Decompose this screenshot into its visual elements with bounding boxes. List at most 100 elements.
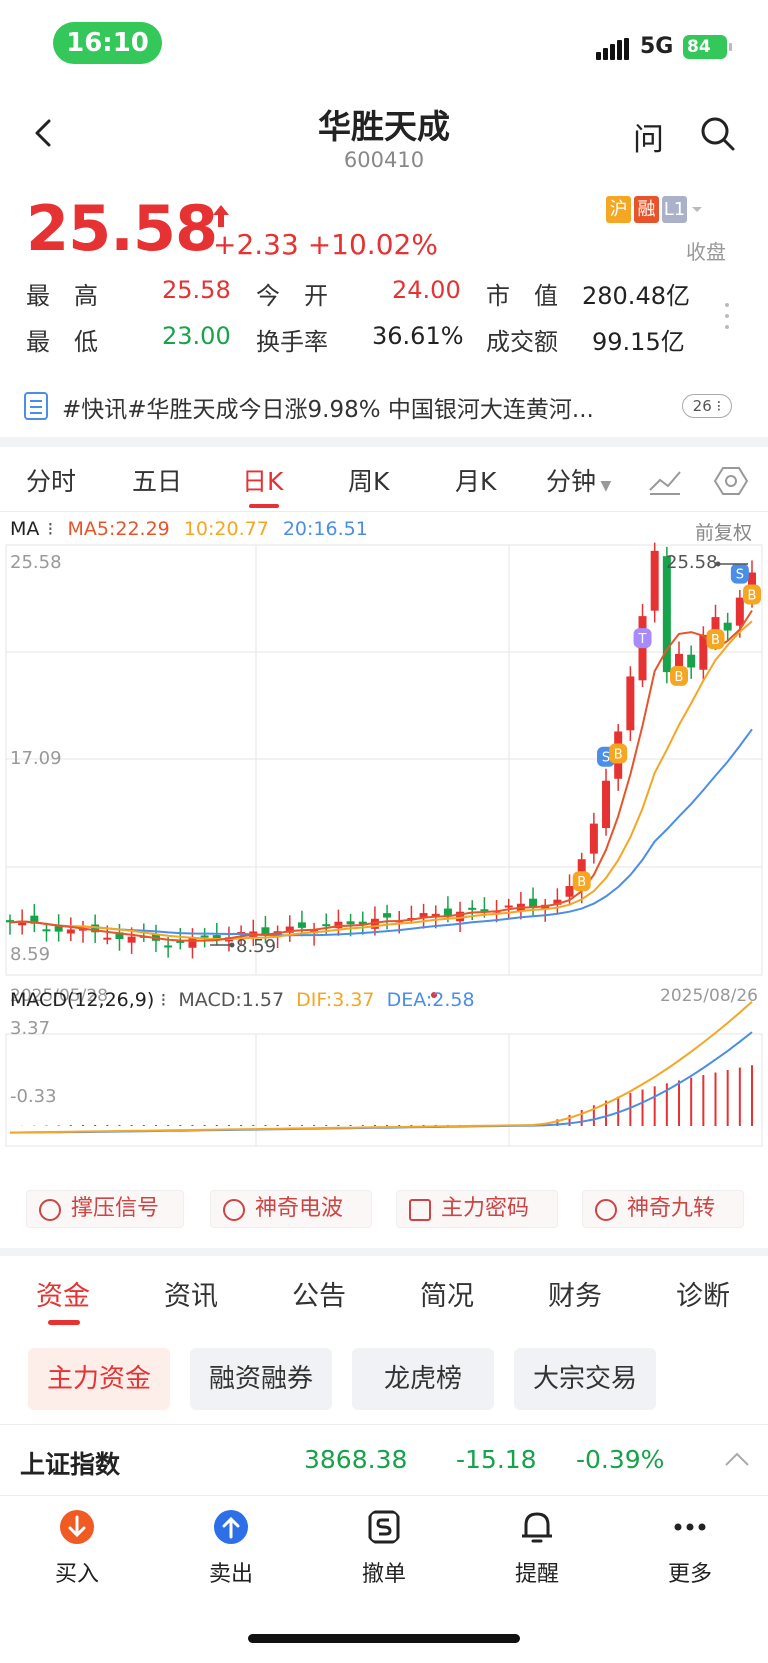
cancel-order-icon xyxy=(368,1510,400,1544)
signal-marker xyxy=(572,871,591,892)
candle-body xyxy=(261,927,270,935)
tab-profile[interactable]: 简况 xyxy=(420,1281,474,1312)
ma5-value: MA5:22.29 xyxy=(67,518,170,540)
candle-body xyxy=(358,921,367,925)
tag-margin: 融 xyxy=(634,196,659,223)
bell-icon xyxy=(522,1512,552,1543)
chip-main-funds[interactable]: 主力资金 xyxy=(28,1348,170,1410)
chevron-down-icon[interactable] xyxy=(690,196,704,223)
index-change: -15.18 xyxy=(456,1445,537,1474)
stock-tags: 沪融 L1 xyxy=(606,196,704,227)
buy-icon xyxy=(60,1510,94,1544)
ma-label: MA xyxy=(10,518,40,540)
tab-monthly-k[interactable]: 月K xyxy=(455,467,497,496)
change-percent: +10.02% xyxy=(307,228,438,261)
market-status: 收盘 xyxy=(686,240,726,264)
y-axis-top: 25.58 xyxy=(10,552,62,573)
magic-nine-button[interactable]: 神奇九转 xyxy=(582,1190,744,1228)
tool-label-1: 神奇电波 xyxy=(255,1196,344,1221)
candle-body xyxy=(91,924,100,933)
divider xyxy=(0,437,768,447)
tab-announcements[interactable]: 公告 xyxy=(292,1281,346,1312)
tool-label-2: 主力密码 xyxy=(441,1196,530,1221)
index-value: 3868.38 xyxy=(304,1445,408,1474)
more-vertical-icon[interactable] xyxy=(725,303,729,336)
magic-wave-button[interactable]: 神奇电波 xyxy=(210,1190,372,1228)
tab-diagnosis[interactable]: 诊断 xyxy=(676,1281,730,1312)
macd-title: MACD(12,26,9) xyxy=(10,989,155,1011)
candle-body xyxy=(589,823,598,854)
cancel-order-button[interactable]: 撤单 xyxy=(339,1508,429,1588)
search-icon[interactable] xyxy=(700,116,736,152)
tab-news[interactable]: 资讯 xyxy=(164,1281,218,1312)
chip-margin[interactable]: 融资融券 xyxy=(190,1348,332,1410)
candle-body xyxy=(431,913,440,917)
tab-financials[interactable]: 财务 xyxy=(548,1281,602,1312)
candle-body xyxy=(103,937,112,940)
turnover-label: 换手率 xyxy=(256,328,328,356)
back-icon[interactable] xyxy=(30,118,60,148)
signal-marker-text: T xyxy=(638,632,647,647)
chevron-up-icon[interactable] xyxy=(724,1451,750,1467)
main-force-code-button[interactable]: 主力密码 xyxy=(396,1190,558,1228)
news-count: 26 xyxy=(692,397,712,415)
candle-body xyxy=(699,634,708,670)
candle-body xyxy=(553,899,562,905)
ma5-line xyxy=(9,609,753,942)
settings-icon[interactable] xyxy=(714,464,748,498)
mcap-value: 280.48亿 xyxy=(582,282,690,310)
tag-level1[interactable]: L1 xyxy=(662,196,687,223)
more-button[interactable]: 更多 xyxy=(645,1508,735,1588)
tool-label-3: 神奇九转 xyxy=(627,1196,716,1221)
candle-body xyxy=(626,676,635,731)
lock-icon xyxy=(409,1199,431,1221)
dif-value: DIF:3.37 xyxy=(296,989,375,1011)
candle-body xyxy=(334,921,343,929)
signal-marker xyxy=(743,584,761,605)
index-ticker[interactable]: 上证指数 3868.38 -15.18 -0.39% xyxy=(0,1424,768,1496)
tab-minute[interactable]: 分钟 ▼ xyxy=(546,467,612,496)
tab-daily-k[interactable]: 日K xyxy=(242,467,284,496)
news-ticker[interactable]: #快讯#华胜天成今日涨9.98% 中国银河大连黄河... 26 ⁝ xyxy=(24,388,744,424)
battery-icon: 84 xyxy=(683,35,732,59)
high-value: 25.58 xyxy=(162,276,231,304)
candle-body xyxy=(443,908,452,916)
candle-body xyxy=(42,929,51,932)
adjust-mode[interactable]: 前复权 xyxy=(694,522,752,544)
candle-body xyxy=(18,920,27,926)
stock-name: 华胜天成 xyxy=(318,107,450,146)
sell-button[interactable]: 卖出 xyxy=(186,1508,276,1588)
alert-label: 提醒 xyxy=(514,1562,559,1587)
tab-weekly-k[interactable]: 周K xyxy=(348,467,390,496)
signal-marker xyxy=(609,743,628,764)
open-value: 24.00 xyxy=(392,276,461,304)
dea-value: DEA:2.58 xyxy=(386,989,475,1011)
macd-legend: MACD(12,26,9) ⁝ MACD:1.57 DIF:3.37 DEA:2.… xyxy=(10,989,475,1011)
support-resistance-button[interactable]: 撑压信号 xyxy=(26,1190,184,1228)
active-tab-indicator xyxy=(48,1320,80,1325)
active-tab-indicator xyxy=(249,504,279,508)
tab-five-day[interactable]: 五日 xyxy=(132,467,183,496)
signal-icon xyxy=(596,38,632,60)
ask-button[interactable]: 问 xyxy=(633,122,664,158)
indicator-icon[interactable] xyxy=(648,468,682,496)
buy-button[interactable]: 买入 xyxy=(32,1508,122,1588)
candle-body xyxy=(322,924,331,927)
chip-block-trade[interactable]: 大宗交易 xyxy=(514,1348,656,1410)
high-label: 最 高 xyxy=(26,282,98,310)
max-marker-dot xyxy=(715,561,721,567)
tab-intraday[interactable]: 分时 xyxy=(26,467,77,496)
stats-grid: 最 高 25.58 今 开 24.00 市 值 280.48亿 最 低 23.0… xyxy=(26,276,706,368)
low-value: 23.00 xyxy=(162,322,231,350)
more-label: 更多 xyxy=(667,1562,712,1587)
tool-label-0: 撑压信号 xyxy=(71,1196,160,1221)
candle-body xyxy=(675,653,684,669)
chip-dragon-tiger[interactable]: 龙虎榜 xyxy=(352,1348,494,1410)
candle-body xyxy=(285,926,294,933)
tab-funds[interactable]: 资金 xyxy=(36,1281,90,1312)
alert-button[interactable]: 提醒 xyxy=(492,1508,582,1588)
kline-tabs: 分时 五日 日K 周K 月K 分钟 ▼ xyxy=(0,450,768,512)
status-bar: 16:10 5G 84 xyxy=(0,0,768,90)
